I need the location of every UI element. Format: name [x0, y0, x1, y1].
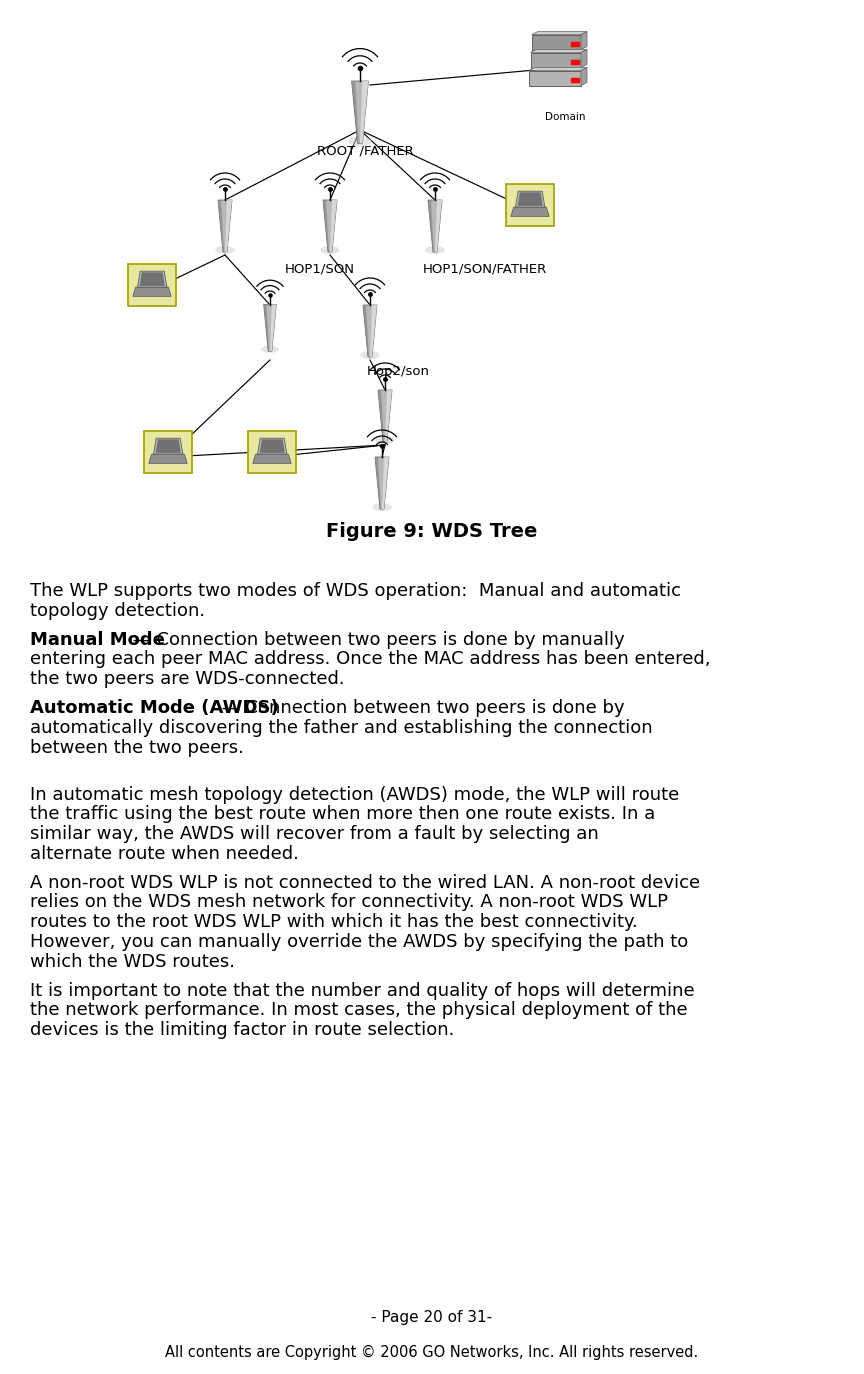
Text: Automatic Mode (AWDS): Automatic Mode (AWDS): [30, 699, 279, 717]
Polygon shape: [264, 305, 269, 352]
Ellipse shape: [425, 246, 445, 254]
Text: HOP1/SON/FATHER: HOP1/SON/FATHER: [422, 262, 547, 276]
Text: It is important to note that the number and quality of hops will determine: It is important to note that the number …: [30, 981, 695, 1000]
Polygon shape: [270, 305, 276, 352]
Ellipse shape: [215, 246, 235, 254]
Polygon shape: [511, 207, 550, 216]
Polygon shape: [530, 52, 581, 67]
Text: relies on the WDS mesh network for connectivity. A non-root WDS WLP: relies on the WDS mesh network for conne…: [30, 893, 668, 911]
Text: All contents are Copyright © 2006 GO Networks, Inc. All rights reserved.: All contents are Copyright © 2006 GO Net…: [165, 1345, 699, 1360]
Polygon shape: [156, 440, 181, 453]
Ellipse shape: [360, 350, 380, 359]
Text: A non-root WDS WLP is not connected to the wired LAN. A non-root device: A non-root WDS WLP is not connected to t…: [30, 874, 700, 892]
Text: entering each peer MAC address. Once the MAC address has been entered,: entering each peer MAC address. Once the…: [30, 650, 710, 668]
Text: similar way, the AWDS will recover from a fault by selecting an: similar way, the AWDS will recover from …: [30, 826, 599, 844]
Polygon shape: [506, 184, 554, 225]
Polygon shape: [581, 67, 587, 85]
Text: routes to the root WDS WLP with which it has the best connectivity.: routes to the root WDS WLP with which it…: [30, 914, 638, 932]
Polygon shape: [144, 431, 192, 473]
Polygon shape: [385, 390, 392, 442]
Text: the two peers are WDS-connected.: the two peers are WDS-connected.: [30, 671, 345, 688]
Polygon shape: [257, 438, 287, 453]
Ellipse shape: [261, 346, 279, 353]
Text: — Connection between two peers is done by: — Connection between two peers is done b…: [216, 699, 625, 717]
Text: Domain: Domain: [544, 113, 585, 122]
Polygon shape: [581, 32, 587, 49]
Text: automatically discovering the father and establishing the connection: automatically discovering the father and…: [30, 719, 652, 736]
Polygon shape: [428, 201, 434, 251]
Text: - Page 20 of 31-: - Page 20 of 31-: [372, 1309, 492, 1325]
Text: Hop2/son: Hop2/son: [366, 365, 429, 378]
Polygon shape: [218, 201, 224, 251]
Polygon shape: [264, 305, 276, 352]
Polygon shape: [370, 305, 377, 357]
Polygon shape: [128, 264, 176, 306]
Polygon shape: [330, 201, 337, 251]
Polygon shape: [363, 305, 369, 357]
Polygon shape: [137, 271, 167, 287]
Polygon shape: [516, 191, 545, 207]
Polygon shape: [140, 272, 165, 286]
Text: Manual Mode: Manual Mode: [30, 631, 165, 649]
Polygon shape: [581, 49, 587, 67]
Polygon shape: [382, 458, 389, 508]
Polygon shape: [352, 81, 368, 143]
Polygon shape: [154, 438, 183, 453]
Polygon shape: [363, 305, 377, 357]
Text: alternate route when needed.: alternate route when needed.: [30, 845, 299, 863]
Polygon shape: [133, 287, 171, 297]
Text: — Connection between two peers is done by manually: — Connection between two peers is done b…: [127, 631, 625, 649]
Text: The WLP supports two modes of WDS operation:  Manual and automatic: The WLP supports two modes of WDS operat…: [30, 583, 681, 600]
Ellipse shape: [372, 503, 391, 511]
Text: the traffic using the best route when more then one route exists. In a: the traffic using the best route when mo…: [30, 805, 655, 823]
Polygon shape: [529, 70, 581, 85]
Polygon shape: [529, 67, 587, 70]
Polygon shape: [253, 453, 291, 463]
Text: the network performance. In most cases, the physical deployment of the: the network performance. In most cases, …: [30, 1002, 688, 1020]
Polygon shape: [532, 34, 581, 49]
Polygon shape: [435, 201, 442, 251]
Polygon shape: [218, 201, 232, 251]
Polygon shape: [149, 453, 187, 463]
Text: between the two peers.: between the two peers.: [30, 738, 244, 757]
Text: HOP1/SON: HOP1/SON: [285, 262, 355, 276]
Polygon shape: [518, 192, 543, 206]
Polygon shape: [360, 81, 368, 143]
Polygon shape: [375, 458, 389, 508]
Polygon shape: [532, 32, 587, 34]
Polygon shape: [323, 201, 329, 251]
Text: devices is the limiting factor in route selection.: devices is the limiting factor in route …: [30, 1021, 454, 1039]
Text: ROOT /FATHER: ROOT /FATHER: [316, 146, 413, 158]
Polygon shape: [248, 431, 296, 473]
Polygon shape: [323, 201, 337, 251]
Polygon shape: [375, 458, 381, 508]
Text: However, you can manually override the AWDS by specifying the path to: However, you can manually override the A…: [30, 933, 689, 951]
Polygon shape: [260, 440, 284, 453]
Polygon shape: [530, 49, 587, 52]
Ellipse shape: [375, 436, 395, 444]
Polygon shape: [378, 390, 384, 442]
Polygon shape: [428, 201, 442, 251]
Text: In automatic mesh topology detection (AWDS) mode, the WLP will route: In automatic mesh topology detection (AW…: [30, 786, 679, 804]
Polygon shape: [378, 390, 392, 442]
Text: Figure 9: WDS Tree: Figure 9: WDS Tree: [327, 522, 537, 541]
Ellipse shape: [321, 246, 340, 254]
Polygon shape: [352, 81, 359, 143]
Ellipse shape: [348, 136, 372, 146]
Text: topology detection.: topology detection.: [30, 602, 205, 620]
Polygon shape: [225, 201, 232, 251]
Text: which the WDS routes.: which the WDS routes.: [30, 952, 235, 971]
